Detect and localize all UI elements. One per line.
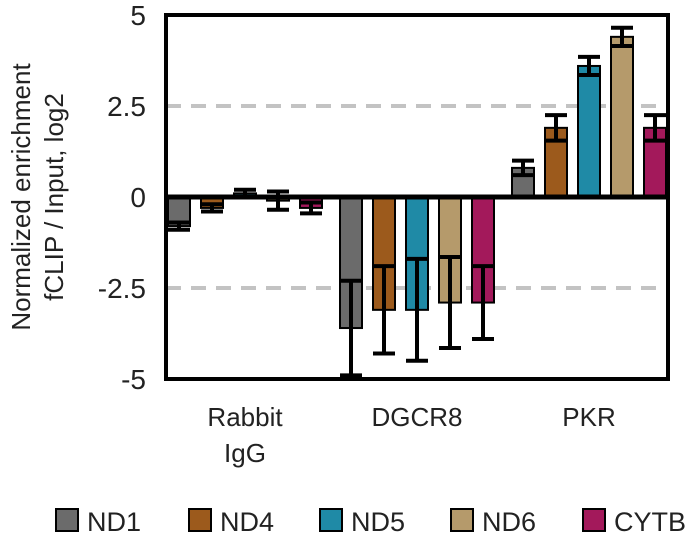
category-labels: Rabbit IgG DGCR8 PKR — [207, 402, 615, 468]
y-tick-label: -2.5 — [98, 273, 146, 304]
y-axis-title: Normalized enrichment fCLIP / Input, log2 — [6, 63, 69, 331]
y-axis-title-line-1: Normalized enrichment — [6, 63, 36, 331]
category-label: Rabbit — [207, 402, 283, 432]
legend-label-cytb: CYTB — [614, 507, 686, 535]
legend-swatch-cytb — [582, 508, 606, 532]
legend-label-nd4: ND4 — [220, 507, 274, 535]
category-label: DGCR8 — [371, 402, 462, 432]
legend-label-nd6: ND6 — [482, 507, 536, 535]
plot-frame — [164, 13, 670, 381]
bar-nd5-2 — [577, 64, 601, 198]
legend-label-nd1: ND1 — [87, 507, 141, 535]
y-tick-label: 2.5 — [107, 91, 146, 122]
y-axis-title-line-2: fCLIP / Input, log2 — [39, 93, 69, 301]
y-tick-label: 5 — [130, 0, 146, 31]
y-tick-label: 0 — [130, 182, 146, 213]
legend-swatch-nd4 — [188, 508, 212, 532]
bar-nd6-2 — [610, 35, 634, 199]
category-label: IgG — [224, 438, 266, 468]
y-tick-label: -5 — [121, 364, 146, 395]
legend-swatch-nd1 — [55, 508, 79, 532]
legend-label-nd5: ND5 — [351, 507, 405, 535]
plot-border — [164, 13, 670, 381]
bars — [167, 25, 667, 378]
legend: ND1 ND4 ND5 ND6 CYTB — [55, 507, 686, 535]
legend-swatch-nd6 — [450, 508, 474, 532]
legend-swatch-nd5 — [319, 508, 343, 532]
y-axis-ticks: 5 2.5 0 -2.5 -5 — [98, 0, 146, 395]
category-label: PKR — [562, 402, 615, 432]
